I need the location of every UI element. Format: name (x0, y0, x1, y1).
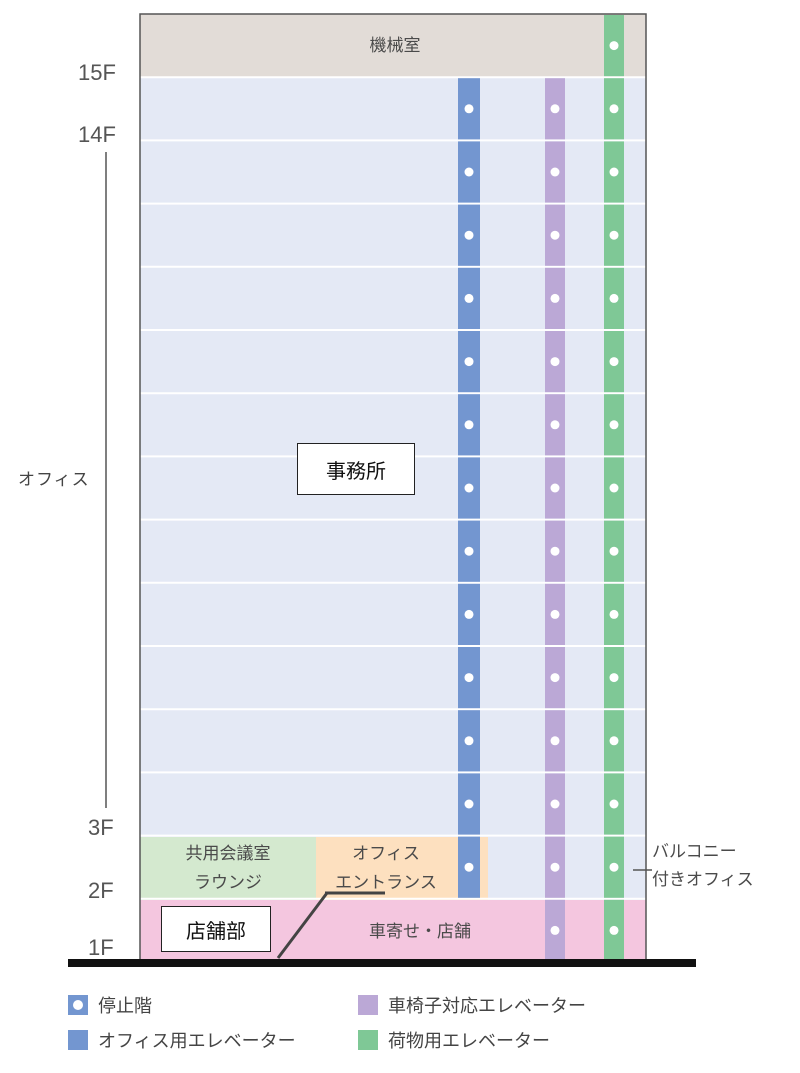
stop-floor-marker (609, 167, 619, 177)
stop-floor-marker (609, 673, 619, 683)
stop-floor-marker (464, 862, 474, 872)
stop-floor-marker (550, 167, 560, 177)
stop-floor-marker (609, 104, 619, 114)
stop-floor-marker (464, 293, 474, 303)
legend-stop-floor: 停止階 (68, 992, 152, 1018)
legend-wheelchair-elevator-text: 車椅子対応エレベーター (388, 996, 586, 1017)
stop-floor-marker (464, 357, 474, 367)
entrance-line2: エントランス (335, 873, 437, 893)
stop-floor-marker (464, 167, 474, 177)
legend-wheelchair-elevator: 車椅子対応エレベーター (358, 992, 586, 1018)
stop-floor-marker (550, 673, 560, 683)
stop-floor-marker (550, 420, 560, 430)
stop-floor-marker (550, 483, 560, 493)
stop-floor-marker (609, 357, 619, 367)
stop-floor-marker (609, 862, 619, 872)
stop-floor-marker (464, 104, 474, 114)
stop-floor-marker (550, 230, 560, 240)
stop-floor-marker (609, 546, 619, 556)
balcony-line2: 付きオフィス (652, 870, 754, 890)
stop-floor-marker (464, 230, 474, 240)
stop-floor-marker (609, 420, 619, 430)
stop-floor-marker (550, 736, 560, 746)
stop-floor-marker (550, 799, 560, 809)
ground-line (68, 959, 696, 967)
stop-floor-marker (464, 420, 474, 430)
floor-label-14f: 14F (78, 122, 116, 147)
stop-floor-marker (464, 609, 474, 619)
stop-floor-marker (609, 736, 619, 746)
wheelchair-elevator-swatch (358, 995, 378, 1015)
office-entrance-label: オフィス エントランス (316, 840, 456, 898)
retail-section-label: 店舗部 (161, 906, 271, 952)
floor-label-2f: 2F (88, 878, 114, 903)
stop-floor-marker (550, 546, 560, 556)
offices-label: 事務所 (297, 443, 415, 495)
legend-freight-elevator-text: 荷物用エレベーター (388, 1031, 550, 1052)
legend-office-elevator: オフィス用エレベーター (68, 1027, 296, 1053)
conference-lounge-label: 共用会議室 ラウンジ (140, 840, 316, 898)
stop-floor-marker (464, 483, 474, 493)
elevator-shafts (458, 15, 624, 961)
floor-label-3f: 3F (88, 815, 114, 840)
stop-floor-marker (464, 546, 474, 556)
lounge-label: ラウンジ (194, 873, 262, 893)
stop-floor-marker (609, 230, 619, 240)
legend-office-elevator-text: オフィス用エレベーター (98, 1031, 296, 1052)
machine-room-label: 機械室 (369, 36, 421, 56)
stop-floor-marker (609, 293, 619, 303)
balcony-office-label: バルコニー 付きオフィス (652, 838, 792, 894)
stop-floor-marker (609, 41, 619, 51)
conference-lounge-area (140, 837, 316, 900)
stop-floor-marker (550, 357, 560, 367)
stop-floor-marker (609, 609, 619, 619)
stop-floor-marker (550, 104, 560, 114)
floor-label-15f: 15F (78, 60, 116, 85)
retail-pointer-line (276, 892, 329, 959)
stop-floor-marker (609, 799, 619, 809)
balcony-line1: バルコニー (652, 842, 737, 862)
stop-floor-marker (464, 799, 474, 809)
stop-floor-marker (550, 293, 560, 303)
stop-floor-marker (609, 925, 619, 935)
legend-freight-elevator: 荷物用エレベーター (358, 1027, 550, 1053)
floor-divider-lines (140, 76, 646, 900)
legend-stop-floor-text: 停止階 (98, 996, 152, 1017)
stop-floor-marker (550, 609, 560, 619)
office-elevator-swatch (68, 1030, 88, 1050)
carport-retail-label: 車寄せ・店舗 (369, 922, 471, 942)
stop-floor-marker (550, 925, 560, 935)
machine-room-area (140, 14, 646, 77)
stop-floor-marker (464, 736, 474, 746)
stop-floor-marker (609, 483, 619, 493)
stop-floor-marker (464, 673, 474, 683)
freight-elevator-swatch (358, 1030, 378, 1050)
entrance-line1: オフィス (352, 844, 420, 864)
floor-label-1f: 1F (88, 935, 114, 960)
stop-floor-swatch (68, 995, 88, 1015)
office-range-label: オフィス (18, 470, 90, 490)
conference-label: 共用会議室 (185, 844, 271, 864)
stop-floor-marker (550, 862, 560, 872)
